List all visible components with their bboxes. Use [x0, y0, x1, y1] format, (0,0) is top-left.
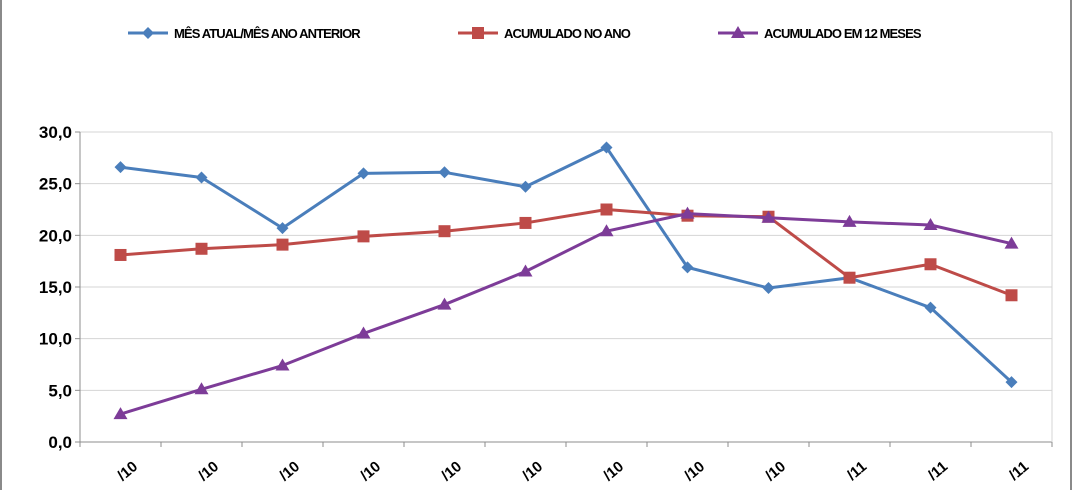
gridlines — [80, 131, 1053, 443]
x-tick-label: /10 — [681, 458, 708, 484]
y-axis: 0,0 5,0 10,0 15,0 20,0 25,0 30,0 — [39, 123, 81, 452]
data-point-diamond — [600, 141, 613, 154]
series-line — [119, 212, 1013, 416]
data-point-triangle — [761, 210, 776, 223]
legend: MÊS ATUAL/MÊS ANO ANTERIOR ACUMULADO NO A… — [128, 26, 923, 41]
data-point-square — [1005, 289, 1018, 302]
data-point-diamond — [519, 180, 532, 193]
y-tick-label: 25,0 — [39, 175, 72, 194]
legend-entry-3: ACUMULADO EM 12 MESES — [718, 26, 923, 41]
data-point-square — [438, 225, 451, 238]
legend-label: ACUMULADO NO ANO — [504, 26, 631, 41]
data-point-diamond — [142, 27, 154, 39]
data-point-square — [114, 248, 127, 261]
data-point-triangle — [356, 326, 371, 339]
data-point-triangle — [1004, 236, 1019, 249]
y-tick-label: 10,0 — [39, 330, 72, 349]
data-point-diamond — [681, 261, 694, 274]
y-tick-label: 30,0 — [39, 123, 72, 142]
data-point-triangle — [437, 297, 452, 310]
data-point-triangle — [842, 214, 857, 227]
data-point-triangle — [194, 382, 209, 395]
data-point-diamond — [438, 166, 451, 179]
series-1 — [114, 141, 1018, 389]
series-3 — [113, 206, 1019, 420]
data-point-square — [519, 216, 532, 229]
data-point-triangle — [518, 264, 533, 277]
y-tick-label: 5,0 — [48, 381, 72, 400]
y-tick-label: 0,0 — [48, 433, 72, 452]
data-point-diamond — [357, 167, 370, 180]
x-tick-label: /10 — [438, 458, 465, 484]
data-point-diamond — [114, 161, 127, 174]
x-tick-label: /10 — [276, 458, 303, 484]
data-point-triangle — [923, 218, 938, 230]
y-tick-label: 20,0 — [39, 226, 72, 245]
data-point-square — [357, 230, 370, 243]
x-tick-label: /10 — [600, 458, 627, 484]
x-tick-label: /10 — [114, 458, 141, 484]
x-tick-label: /11 — [844, 458, 870, 484]
data-point-square — [472, 27, 484, 39]
x-tick-label: /10 — [195, 458, 222, 484]
data-point-triangle — [731, 26, 745, 38]
x-tick-label: /11 — [925, 458, 951, 484]
data-point-square — [600, 203, 613, 216]
legend-label: MÊS ATUAL/MÊS ANO ANTERIOR — [174, 26, 361, 41]
x-tick-label: /10 — [762, 458, 789, 484]
data-point-diamond — [195, 171, 208, 184]
data-point-diamond — [1005, 376, 1018, 389]
data-point-square — [924, 258, 937, 271]
x-tick-label: /10 — [519, 458, 546, 484]
x-tick-label: /11 — [1006, 458, 1032, 484]
data-point-triangle — [113, 407, 128, 420]
data-point-square — [843, 271, 856, 284]
y-tick-label: 15,0 — [39, 278, 72, 297]
legend-label: ACUMULADO EM 12 MESES — [764, 26, 922, 41]
data-point-triangle — [599, 224, 614, 237]
series-layer — [113, 141, 1019, 420]
data-point-triangle — [680, 206, 695, 219]
series-line — [119, 146, 1013, 384]
data-point-square — [276, 238, 289, 251]
x-tick-label: /10 — [357, 458, 384, 484]
legend-entry-2: ACUMULADO NO ANO — [458, 26, 632, 41]
data-point-square — [195, 242, 208, 255]
data-point-diamond — [276, 222, 289, 235]
series-line — [119, 208, 1013, 297]
data-point-triangle — [275, 358, 290, 371]
x-axis: /10/10/10/10/10/10/10/10/10/11/11/11 — [79, 442, 1053, 484]
data-point-diamond — [924, 301, 937, 314]
data-point-diamond — [762, 282, 775, 295]
legend-entry-1: MÊS ATUAL/MÊS ANO ANTERIOR — [128, 26, 362, 41]
